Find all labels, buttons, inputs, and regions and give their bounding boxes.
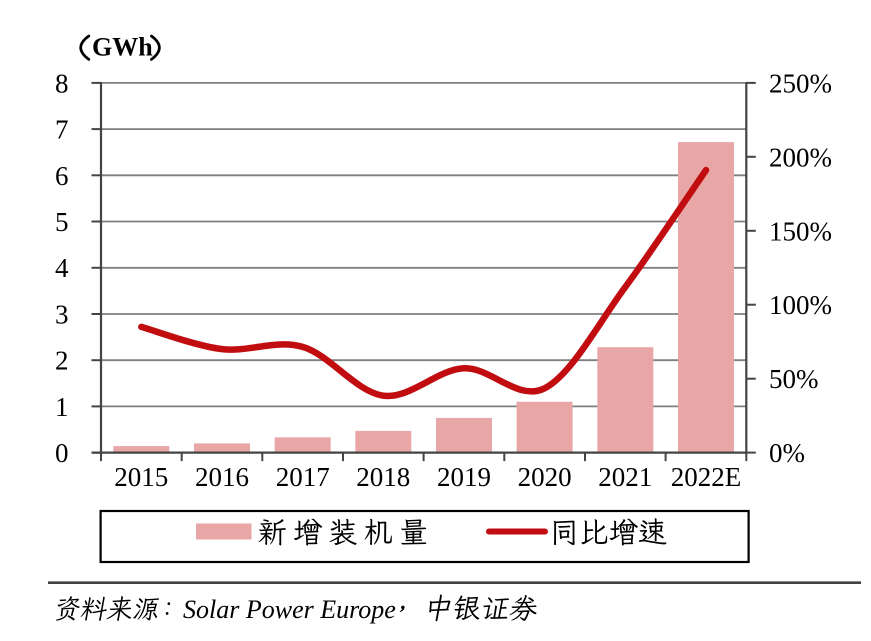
svg-text:100%: 100% [769,290,832,320]
svg-text:2015: 2015 [114,462,168,492]
svg-text:7: 7 [55,115,69,145]
svg-text:250%: 250% [769,68,832,98]
svg-text:2016: 2016 [195,462,249,492]
svg-text:2019: 2019 [437,462,491,492]
svg-text:GWh: GWh [92,33,153,62]
svg-text:2021: 2021 [598,462,652,492]
svg-text:Solar Power Europe: Solar Power Europe [183,595,396,624]
svg-text:4: 4 [55,253,69,283]
svg-text:0%: 0% [769,438,805,468]
svg-text:50%: 50% [769,364,819,394]
svg-text:2018: 2018 [356,462,410,492]
svg-text:200%: 200% [769,142,832,172]
svg-text:8: 8 [55,68,69,98]
svg-text:2020: 2020 [518,462,572,492]
svg-text:5: 5 [55,207,69,237]
svg-text:3: 3 [55,300,69,330]
svg-text:6: 6 [55,161,69,191]
svg-text:2022E: 2022E [671,462,742,492]
svg-text:1: 1 [55,392,69,422]
svg-text:2017: 2017 [276,462,330,492]
svg-text:0: 0 [55,438,69,468]
svg-text:150%: 150% [769,216,832,246]
svg-text:2: 2 [55,346,69,376]
